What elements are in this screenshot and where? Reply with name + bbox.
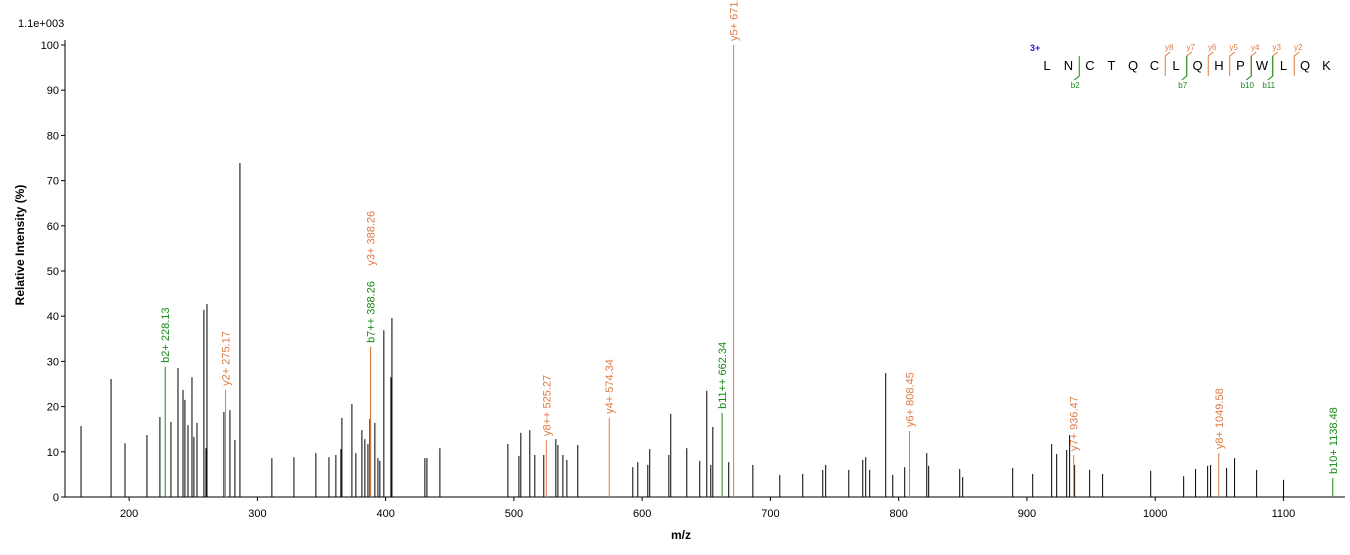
residue: L — [1043, 58, 1050, 73]
y-axis-label: Relative Intensity (%) — [13, 185, 27, 306]
y-bracket — [1229, 51, 1236, 76]
residue: L — [1280, 58, 1287, 73]
y-bracket — [1207, 51, 1214, 76]
peak-label: y6+ 808.45 — [905, 372, 917, 427]
y-ion-label: y4 — [1251, 43, 1260, 52]
peak-label: y5+ 671.3 — [729, 0, 741, 41]
y-tick-label: 60 — [47, 221, 59, 233]
y-tick-label: 50 — [47, 266, 59, 278]
x-tick-label: 300 — [248, 508, 266, 520]
x-tick-label: 900 — [1018, 508, 1036, 520]
peak-label: b2+ 228.13 — [160, 307, 172, 362]
y-ion-label: y6 — [1208, 43, 1217, 52]
b-bracket — [1073, 56, 1080, 81]
residue: Q — [1128, 58, 1138, 73]
residue: L — [1172, 58, 1179, 73]
residue: C — [1150, 58, 1159, 73]
y-bracket — [1293, 51, 1300, 76]
y-ion-label: y7 — [1187, 43, 1196, 52]
y-tick-label: 0 — [53, 492, 59, 504]
y-ion-label: y2 — [1294, 43, 1303, 52]
b-ion-label: b2 — [1071, 81, 1080, 90]
y-ion-label: y3 — [1273, 43, 1282, 52]
peak-label: y8++ 525.27 — [541, 375, 553, 436]
y-bracket — [1164, 51, 1171, 76]
x-tick-label: 400 — [376, 508, 394, 520]
residue: Q — [1300, 58, 1310, 73]
x-tick-label: 700 — [761, 508, 779, 520]
y-bracket — [1272, 51, 1279, 76]
peak-label: y4+ 574.34 — [604, 359, 616, 414]
b-ion-label: b10 — [1241, 81, 1255, 90]
y-tick-label: 30 — [47, 356, 59, 368]
scale-label: 1.1e+003 — [18, 18, 64, 30]
x-tick-label: 200 — [120, 508, 138, 520]
peak-label: b11++ 662.34 — [717, 342, 729, 409]
b-bracket — [1245, 56, 1252, 81]
residue: T — [1108, 58, 1116, 73]
y-ion-label: y5 — [1230, 43, 1239, 52]
residue: K — [1322, 58, 1331, 73]
y-tick-label: 20 — [47, 402, 59, 414]
x-tick-label: 1100 — [1272, 508, 1296, 520]
y-ion-label: y8 — [1165, 43, 1174, 52]
y-tick-label: 10 — [47, 447, 59, 459]
residue: N — [1064, 58, 1073, 73]
residue: H — [1214, 58, 1223, 73]
x-tick-label: 800 — [889, 508, 907, 520]
b-bracket — [1267, 56, 1274, 81]
peak-label: y3+ 388.26 — [366, 211, 378, 266]
residue: C — [1085, 58, 1094, 73]
b-bracket — [1181, 56, 1188, 81]
y-tick-label: 70 — [47, 176, 59, 188]
b-ion-label: b11 — [1262, 81, 1275, 90]
y-tick-label: 40 — [47, 311, 59, 323]
peak-label: b10+ 1138.48 — [1328, 407, 1340, 474]
charge: 3+ — [1030, 43, 1040, 53]
peak-label: y8+ 1049.58 — [1214, 388, 1226, 449]
x-tick-label: 500 — [505, 508, 523, 520]
residue: P — [1236, 58, 1245, 73]
x-tick-label: 600 — [633, 508, 651, 520]
x-axis-label: m/z — [671, 528, 691, 542]
x-tick-label: 1000 — [1143, 508, 1167, 520]
peak-label: y2+ 275.17 — [221, 331, 233, 386]
residue: Q — [1192, 58, 1202, 73]
b-ion-label: b7 — [1178, 81, 1187, 90]
residue: W — [1256, 58, 1269, 73]
y-bracket — [1186, 51, 1193, 76]
peak-label: y7+ 936.47 — [1069, 396, 1081, 451]
y-tick-label: 100 — [41, 40, 59, 52]
y-tick-label: 90 — [47, 85, 59, 97]
y-tick-label: 80 — [47, 130, 59, 142]
peak-label: b7++ 388.26 — [366, 281, 378, 343]
